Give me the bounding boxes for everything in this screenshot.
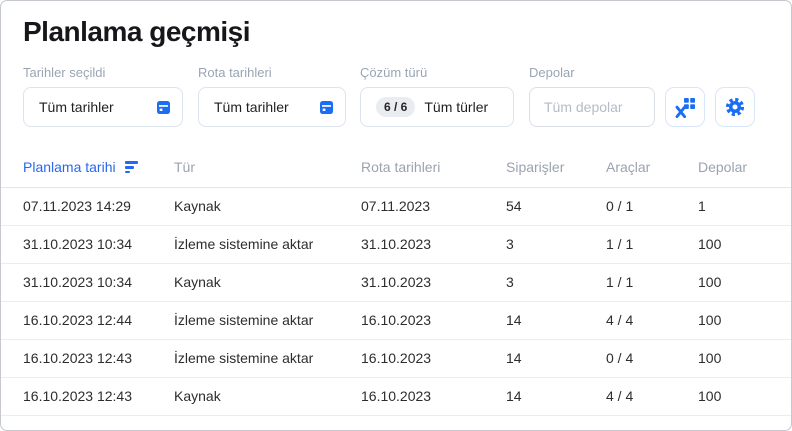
table-row[interactable]: 31.10.2023 10:34 Kaynak 31.10.2023 3 1 /…: [1, 263, 791, 301]
column-header-type[interactable]: Tür: [174, 159, 195, 176]
depots-cell: 100: [698, 350, 722, 366]
vehicles-cell: 0 / 4: [606, 350, 634, 366]
depots-input[interactable]: [529, 87, 655, 127]
type-cell: Kaynak: [174, 198, 221, 214]
vehicles-cell: 1 / 1: [606, 274, 634, 290]
calendar-icon: [320, 100, 333, 114]
table-header-row: Planlama tarihi Tür Rota tarihleri Sipar…: [1, 148, 791, 187]
orders-cell: 3: [506, 236, 514, 252]
column-header-vehicles[interactable]: Araçlar: [606, 159, 651, 176]
route-dates-cell: 16.10.2023: [361, 350, 432, 366]
filter-label-solution-type: Çözüm türü: [360, 65, 428, 80]
depots-cell: 100: [698, 236, 722, 252]
route-dates-dropdown[interactable]: Tüm tarihler: [198, 87, 346, 127]
route-dates-cell: 07.11.2023: [361, 198, 431, 214]
settings-button[interactable]: [715, 87, 755, 127]
filter-solution-type: Çözüm türü 6 / 6 Tüm türler: [360, 65, 514, 127]
type-cell: İzleme sistemine aktar: [174, 312, 314, 328]
filter-depots: Depolar: [529, 65, 655, 127]
filter-dates-selected: Tarihler seçildi Tüm tarihler: [23, 65, 183, 127]
planning-date-cell: 31.10.2023 10:34: [23, 274, 132, 290]
planning-date-cell: 31.10.2023 10:34: [23, 236, 132, 252]
column-header-orders[interactable]: Siparişler: [506, 159, 565, 176]
solution-type-dropdown[interactable]: 6 / 6 Tüm türler: [360, 87, 514, 127]
column-header-planning-date[interactable]: Planlama tarihi: [1, 148, 174, 187]
orders-cell: 14: [506, 350, 522, 366]
planning-history-table: Planlama tarihi Tür Rota tarihleri Sipar…: [1, 148, 791, 416]
orders-cell: 3: [506, 274, 514, 290]
column-header-route-dates[interactable]: Rota tarihleri: [361, 159, 441, 176]
route-dates-cell: 16.10.2023: [361, 312, 432, 328]
orders-cell: 54: [506, 198, 522, 214]
dates-selected-dropdown[interactable]: Tüm tarihler: [23, 87, 183, 127]
vehicles-cell: 4 / 4: [606, 312, 634, 328]
planning-date-cell: 16.10.2023 12:43: [23, 388, 132, 404]
type-cell: Kaynak: [174, 388, 221, 404]
table-row[interactable]: 31.10.2023 10:34 İzleme sistemine aktar …: [1, 225, 791, 263]
type-cell: Kaynak: [174, 274, 221, 290]
table-row[interactable]: 07.11.2023 14:29 Kaynak 07.11.2023 54 0 …: [1, 187, 791, 225]
filters-bar: Tarihler seçildi Tüm tarihler Rota tarih…: [23, 65, 791, 127]
filter-route-dates: Rota tarihleri Tüm tarihler: [198, 65, 346, 127]
planning-date-cell: 16.10.2023 12:43: [23, 350, 132, 366]
depots-cell: 100: [698, 388, 722, 404]
column-header-planning-date-label: Planlama tarihi: [23, 159, 116, 176]
orders-cell: 14: [506, 388, 522, 404]
planning-date-cell: 07.11.2023 14:29: [23, 198, 131, 214]
solution-type-value: Tüm türler: [424, 99, 489, 115]
column-header-depots[interactable]: Depolar: [698, 159, 748, 176]
filter-label-route-dates: Rota tarihleri: [198, 65, 272, 80]
depots-cell: 100: [698, 312, 722, 328]
sort-descending-icon: [124, 161, 138, 174]
settings-gear-icon: [724, 96, 746, 118]
route-dates-value: Tüm tarihler: [214, 99, 289, 115]
export-excel-button[interactable]: [665, 87, 705, 127]
solution-type-count-badge: 6 / 6: [376, 97, 416, 117]
table-row[interactable]: 16.10.2023 12:44 İzleme sistemine aktar …: [1, 301, 791, 339]
route-dates-cell: 31.10.2023: [361, 236, 432, 252]
table-row[interactable]: 16.10.2023 12:43 İzleme sistemine aktar …: [1, 339, 791, 377]
table-row[interactable]: 16.10.2023 12:43 Kaynak 16.10.2023 14 4 …: [1, 377, 791, 415]
route-dates-cell: 16.10.2023: [361, 388, 432, 404]
orders-cell: 14: [506, 312, 522, 328]
type-cell: İzleme sistemine aktar: [174, 350, 314, 366]
type-cell: İzleme sistemine aktar: [174, 236, 314, 252]
planning-date-cell: 16.10.2023 12:44: [23, 312, 132, 328]
dates-selected-value: Tüm tarihler: [39, 99, 114, 115]
filter-label-depots: Depolar: [529, 65, 575, 80]
route-dates-cell: 31.10.2023: [361, 274, 432, 290]
filter-label-dates-selected: Tarihler seçildi: [23, 65, 106, 80]
depots-cell: 1: [698, 198, 706, 214]
vehicles-cell: 4 / 4: [606, 388, 634, 404]
page-title: Planlama geçmişi: [23, 16, 251, 47]
table-body: 07.11.2023 14:29 Kaynak 07.11.2023 54 0 …: [1, 187, 791, 415]
table-header: Planlama tarihi Tür Rota tarihleri Sipar…: [1, 148, 791, 187]
calendar-icon: [157, 100, 170, 114]
depots-cell: 100: [698, 274, 722, 290]
vehicles-cell: 1 / 1: [606, 236, 634, 252]
vehicles-cell: 0 / 1: [606, 198, 634, 214]
excel-export-icon: [675, 97, 696, 118]
